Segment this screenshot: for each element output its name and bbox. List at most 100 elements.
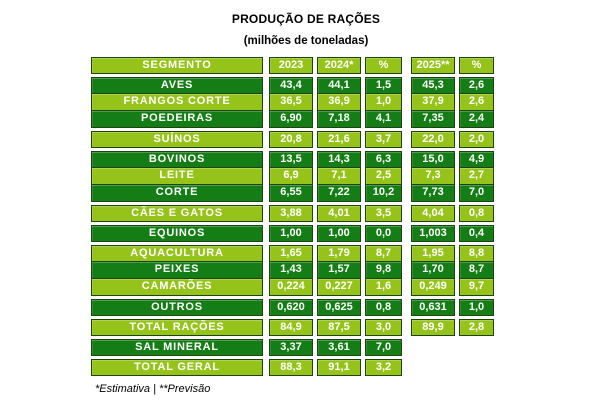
table-block: SUÍNOS 20,8 21,6 3,7 22,0 2,0 xyxy=(91,131,501,148)
segment-cell: POEDEIRAS xyxy=(91,111,263,128)
value-cell: 43,4 xyxy=(269,77,313,94)
segment-cell: SAL MINERAL xyxy=(91,339,263,356)
value-cell: 84,9 xyxy=(269,319,313,336)
value-cell: 44,1 xyxy=(317,77,361,94)
table-header-block: SEGMENTO 2023 2024*% 2025**% xyxy=(91,57,501,74)
chart-title: PRODUÇÃO DE RAÇÕES xyxy=(231,12,381,26)
chart-subtitle: (milhões de toneladas) xyxy=(243,35,369,47)
table-row: EQUINOS 1,00 1,00 0,0 1,003 0,4 xyxy=(91,225,501,242)
value-cell: 0,224 xyxy=(269,279,313,296)
value-cell: 1,00 xyxy=(317,225,361,242)
value-cell: 3,88 xyxy=(269,205,313,222)
value-cell: 0,631 xyxy=(411,299,455,316)
value-cell: 0,0 xyxy=(365,225,402,242)
table-row: CAMARÕES 0,224 0,227 1,6 0,249 9,7 xyxy=(91,279,501,296)
value-cell: 2,0 xyxy=(459,131,494,148)
value-cell: 14,3 xyxy=(317,151,361,168)
column-header: 2025** xyxy=(411,57,455,74)
segment-cell: AVES xyxy=(91,77,263,94)
table-row: LEITE 6,9 7,1 2,5 7,3 2,7 xyxy=(91,168,501,185)
table-row: TOTAL GERAL 88,3 91,1 3,2 xyxy=(91,359,501,376)
table-block: CÃES E GATOS 3,88 4,01 3,5 4,04 0,8 xyxy=(91,205,501,222)
value-cell: 1,70 xyxy=(411,262,455,279)
value-cell: 8,7 xyxy=(459,262,494,279)
value-cell: 21,6 xyxy=(317,131,361,148)
value-cell: 13,5 xyxy=(269,151,313,168)
segment-cell: SUÍNOS xyxy=(91,131,263,148)
column-header: 2023 xyxy=(269,57,313,74)
segment-cell: CORTE xyxy=(91,185,263,202)
value-cell: 7,3 xyxy=(411,168,455,185)
value-cell: 7,0 xyxy=(365,339,402,356)
value-cell: 2,8 xyxy=(459,319,494,336)
table-block: TOTAL GERAL 88,3 91,1 3,2 xyxy=(91,359,501,376)
value-cell: 3,7 xyxy=(365,131,402,148)
value-cell: 1,0 xyxy=(365,94,402,111)
table-row: PEIXES 1,43 1,57 9,8 1,70 8,7 xyxy=(91,262,501,279)
value-cell: 45,3 xyxy=(411,77,455,94)
value-cell: 0,249 xyxy=(411,279,455,296)
production-table: SEGMENTO 2023 2024*% 2025**% AVES 43,4 44,1 1,5… xyxy=(91,57,501,376)
segment-cell: TOTAL GERAL xyxy=(91,359,263,376)
table-block: AVES 43,4 44,1 1,5 45,3 2,6 FRANGOS CORTE 36,5 3… xyxy=(91,77,501,128)
table-row: OUTROS 0,620 0,625 0,8 0,631 1,0 xyxy=(91,299,501,316)
value-cell: 0,4 xyxy=(459,225,494,242)
value-cell: 89,9 xyxy=(411,319,455,336)
value-cell: 1,0 xyxy=(459,299,494,316)
segment-cell: EQUINOS xyxy=(91,225,263,242)
column-header: % xyxy=(459,57,494,74)
table-row: POEDEIRAS 6,90 7,18 4,1 7,35 2,4 xyxy=(91,111,501,128)
value-cell: 87,5 xyxy=(317,319,361,336)
value-cell: 0,625 xyxy=(317,299,361,316)
value-cell: 1,57 xyxy=(317,262,361,279)
value-cell: 36,9 xyxy=(317,94,361,111)
segment-cell: CÃES E GATOS xyxy=(91,205,263,222)
value-cell: 6,55 xyxy=(269,185,313,202)
value-cell: 88,3 xyxy=(269,359,313,376)
value-cell: 3,5 xyxy=(365,205,402,222)
segment-cell: BOVINOS xyxy=(91,151,263,168)
table-block: OUTROS 0,620 0,625 0,8 0,631 1,0 xyxy=(91,299,501,316)
value-cell: 36,5 xyxy=(269,94,313,111)
segment-cell: TOTAL RAÇÕES xyxy=(91,319,263,336)
value-cell: 8,8 xyxy=(459,245,494,262)
column-header: SEGMENTO xyxy=(91,57,263,74)
value-cell: 0,8 xyxy=(365,299,402,316)
value-cell: 1,5 xyxy=(365,77,402,94)
value-cell: 91,1 xyxy=(317,359,361,376)
value-cell: 7,22 xyxy=(317,185,361,202)
table-block: AQUACULTURA 1,65 1,79 8,7 1,95 8,8 PEIXES 1,43 1… xyxy=(91,245,501,296)
table-row: FRANGOS CORTE 36,5 36,9 1,0 37,9 2,6 xyxy=(91,94,501,111)
value-cell: 2,6 xyxy=(459,94,494,111)
value-cell: 7,73 xyxy=(411,185,455,202)
segment-cell: FRANGOS CORTE xyxy=(91,94,263,111)
value-cell: 9,8 xyxy=(365,262,402,279)
value-cell: 0,8 xyxy=(459,205,494,222)
value-cell: 8,7 xyxy=(365,245,402,262)
column-header: % xyxy=(365,57,402,74)
value-cell: 6,9 xyxy=(269,168,313,185)
table-block: SAL MINERAL 3,37 3,61 7,0 xyxy=(91,339,501,356)
value-cell: 1,003 xyxy=(411,225,455,242)
value-cell: 2,6 xyxy=(459,77,494,94)
value-cell: 15,0 xyxy=(411,151,455,168)
value-cell: 1,6 xyxy=(365,279,402,296)
value-cell: 9,7 xyxy=(459,279,494,296)
segment-cell: OUTROS xyxy=(91,299,263,316)
value-cell: 7,18 xyxy=(317,111,361,128)
segment-cell: CAMARÕES xyxy=(91,279,263,296)
value-cell: 7,1 xyxy=(317,168,361,185)
value-cell: 4,01 xyxy=(317,205,361,222)
segment-cell: PEIXES xyxy=(91,262,263,279)
value-cell: 7,35 xyxy=(411,111,455,128)
table-row: AQUACULTURA 1,65 1,79 8,7 1,95 8,8 xyxy=(91,245,501,262)
value-cell: 4,1 xyxy=(365,111,402,128)
table-block: TOTAL RAÇÕES 84,9 87,5 3,0 89,9 2,8 xyxy=(91,319,501,336)
table-row: TOTAL RAÇÕES 84,9 87,5 3,0 89,9 2,8 xyxy=(91,319,501,336)
value-cell: 6,3 xyxy=(365,151,402,168)
value-cell: 3,0 xyxy=(365,319,402,336)
column-header: 2024* xyxy=(317,57,361,74)
value-cell: 0,227 xyxy=(317,279,361,296)
table-row: BOVINOS 13,5 14,3 6,3 15,0 4,9 xyxy=(91,151,501,168)
table-row: CÃES E GATOS 3,88 4,01 3,5 4,04 0,8 xyxy=(91,205,501,222)
